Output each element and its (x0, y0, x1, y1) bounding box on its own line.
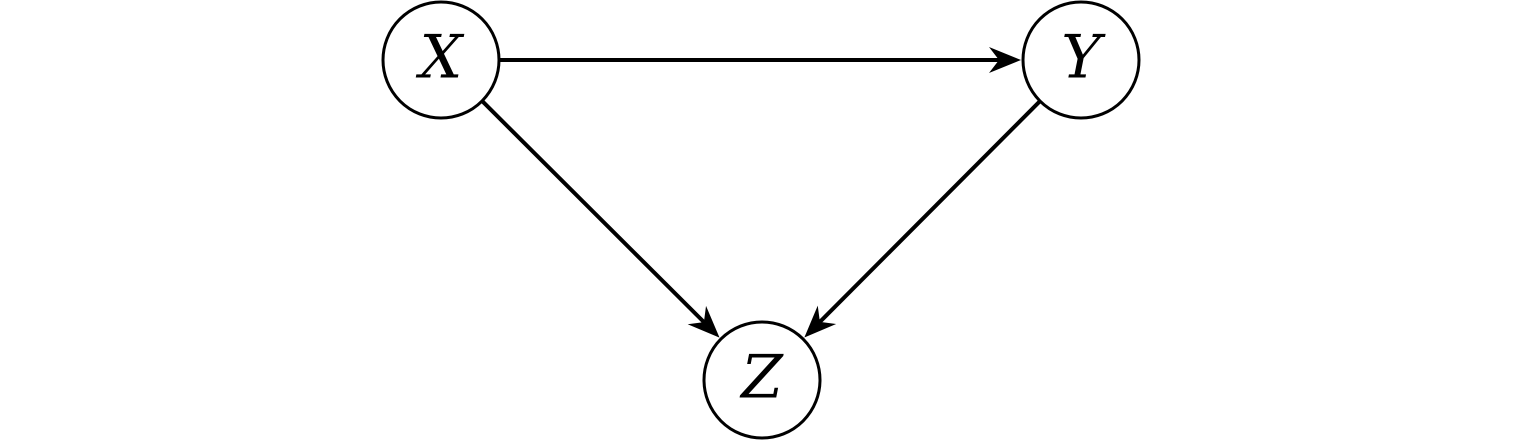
node-circle (381, 0, 501, 120)
node-y: Y (1021, 0, 1141, 120)
edge-line (480, 99, 707, 325)
edge-x-to-z (480, 99, 720, 338)
edge-line (817, 99, 1042, 325)
arrow-head (687, 305, 720, 338)
node-circle (1021, 0, 1141, 120)
edges-layer (480, 47, 1042, 338)
node-label: Y (1061, 23, 1106, 93)
node-circle (702, 320, 822, 440)
nodes-layer: X Y Z (381, 0, 1141, 440)
node-label: X (416, 23, 465, 93)
node-label: Z (739, 343, 784, 413)
arrow-head (804, 305, 837, 338)
edge-x-to-y (499, 47, 1021, 73)
arrow-head (989, 47, 1021, 73)
node-x: X (381, 0, 501, 120)
edge-y-to-z (804, 99, 1042, 338)
node-z: Z (702, 320, 822, 440)
